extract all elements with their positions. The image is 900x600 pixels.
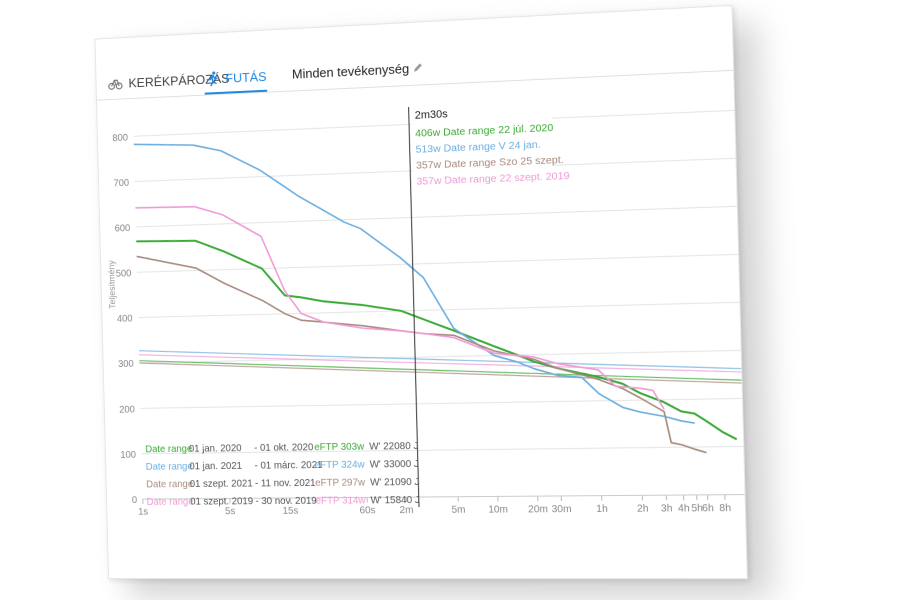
x-tick-label: 3h bbox=[661, 503, 673, 515]
legend-from: 01 jan. 2021 bbox=[189, 461, 242, 473]
bicycle-icon bbox=[108, 75, 123, 91]
grid-line-y bbox=[139, 350, 740, 363]
legend-wprime: W' 15840 J bbox=[370, 495, 420, 507]
y-tick-label: 200 bbox=[119, 404, 135, 415]
legend-to: - 30 nov. 2019 bbox=[255, 496, 317, 508]
x-tick-label: 20m bbox=[528, 504, 548, 515]
tooltip-time: 2m30s bbox=[415, 108, 449, 122]
y-tick-label: 600 bbox=[114, 223, 130, 234]
legend-name[interactable]: Date range bbox=[147, 497, 195, 508]
legend-to: - 01 márc. 2021 bbox=[254, 460, 322, 472]
legend-from: 01 szept. 2019 bbox=[190, 496, 253, 507]
x-tick-label: 5s bbox=[225, 506, 236, 517]
x-tick-label: 4h bbox=[678, 503, 690, 515]
y-tick-label: 400 bbox=[117, 314, 133, 325]
y-tick-label: 500 bbox=[116, 268, 132, 279]
power-chart: 0 100 200 300 400 500 600 700 800 Teljesítmény 1s 5… bbox=[97, 70, 747, 578]
x-tick-label: 8h bbox=[719, 503, 731, 515]
series-line-pink[interactable] bbox=[135, 189, 664, 417]
tab-running-label: FUTÁS bbox=[225, 69, 266, 86]
legend-name[interactable]: Date range bbox=[146, 461, 194, 472]
y-tick-label: 100 bbox=[120, 450, 136, 461]
legend-eftp: eFTP 314w bbox=[316, 495, 367, 506]
legend-to: - 11 nov. 2021 bbox=[255, 478, 316, 490]
x-tick-label: 1s bbox=[138, 507, 148, 518]
legend-eftp: eFTP 297w bbox=[315, 477, 366, 489]
legend-eftp: eFTP 324w bbox=[315, 459, 366, 471]
y-tick-label: 800 bbox=[112, 132, 128, 144]
grid-line-y bbox=[137, 254, 738, 272]
x-tick-label: 5m bbox=[451, 505, 465, 516]
x-tick-label: 1h bbox=[596, 504, 608, 515]
legend-from: 01 szept. 2021 bbox=[190, 478, 253, 490]
y-tick-label: 700 bbox=[113, 178, 129, 190]
legend-name[interactable]: Date range bbox=[145, 444, 193, 456]
y-axis-label: Teljesítmény bbox=[107, 260, 118, 309]
legend-from: 01 jan. 2020 bbox=[189, 443, 242, 455]
activity-filter[interactable]: Minden tevékenység bbox=[292, 54, 424, 86]
power-curve-svg[interactable]: 0 100 200 300 400 500 600 700 800 Teljesítmény 1s 5… bbox=[97, 70, 747, 578]
x-tick-label: 6h bbox=[702, 503, 714, 515]
y-tick-label: 300 bbox=[118, 359, 134, 370]
x-tick-label: 2m bbox=[399, 505, 413, 516]
running-icon bbox=[204, 70, 220, 86]
legend-to: - 01 okt. 2020 bbox=[254, 442, 314, 454]
grid-line-y bbox=[141, 398, 742, 408]
eftp-line-blue bbox=[139, 337, 741, 380]
legend-name[interactable]: Date range bbox=[146, 479, 194, 490]
legend-eftp: eFTP 303w bbox=[314, 441, 365, 453]
x-tick-label: 15s bbox=[282, 506, 298, 517]
legend-wprime: W' 22080 J bbox=[369, 441, 419, 453]
x-tick-label: 10m bbox=[488, 504, 508, 515]
pencil-icon[interactable] bbox=[413, 62, 423, 72]
x-tick-label: 30m bbox=[552, 504, 572, 515]
activity-filter-label: Minden tevékenység bbox=[292, 61, 410, 82]
y-tick-label: 0 bbox=[132, 495, 138, 506]
x-tick-label: 2h bbox=[637, 503, 649, 515]
x-tick-label: 60s bbox=[359, 505, 375, 516]
series-line-brown[interactable] bbox=[137, 239, 707, 459]
legend-wprime: W' 21090 J bbox=[370, 477, 420, 489]
legend-wprime: W' 33000 J bbox=[370, 459, 420, 471]
power-curve-card: KERÉKPÁROZÁS FUTÁS Minden tevékenység 01… bbox=[94, 5, 747, 579]
tab-running[interactable]: FUTÁS bbox=[204, 62, 267, 94]
